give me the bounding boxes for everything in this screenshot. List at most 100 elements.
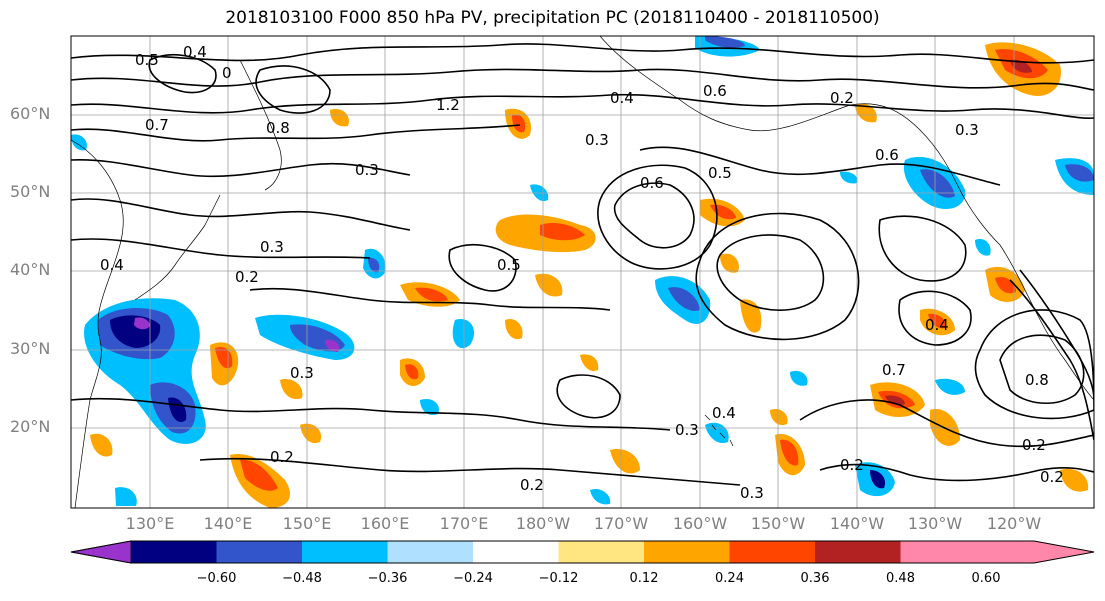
colorbar-bin — [216, 541, 302, 563]
precip-negative-area — [325, 339, 340, 352]
lon-label: 160°W — [672, 514, 728, 533]
precip-positive-area — [505, 319, 523, 340]
precip-negative-area — [368, 257, 380, 273]
contour-label: 0.6 — [703, 82, 727, 100]
contour-label: 0.2 — [270, 448, 294, 466]
pv-contour — [799, 399, 1094, 448]
precip-positive-area — [610, 449, 640, 474]
pv-contour — [249, 287, 611, 311]
precip-positive-area — [928, 313, 947, 329]
precip-positive-area — [535, 273, 563, 297]
precip-positive-area — [885, 395, 905, 406]
colorbar-tick-label: −0.12 — [538, 571, 579, 586]
pv-contour — [255, 65, 331, 114]
precip-negative-area — [134, 317, 150, 330]
map-title: 2018103100 F000 850 hPa PV, precipitatio… — [225, 8, 880, 28]
lat-label: 60°N — [10, 104, 51, 123]
pv-contour — [71, 68, 1094, 91]
pv-contour — [71, 397, 671, 431]
precip-shading — [71, 36, 1094, 508]
colorbar-extend-high — [900, 541, 1094, 563]
colorbar-tick-label: −0.36 — [367, 571, 408, 586]
precip-positive-area — [855, 103, 877, 123]
lon-label: 130°E — [125, 514, 175, 533]
lat-label: 40°N — [10, 260, 51, 279]
contour-label: 0.7 — [145, 116, 169, 134]
contour-label: 0.2 — [830, 89, 854, 107]
lon-label: 120°W — [986, 514, 1042, 533]
pv-contour — [613, 182, 695, 249]
contour-label: 0.3 — [355, 161, 379, 179]
precip-positive-area — [512, 114, 526, 133]
lat-label: 20°N — [10, 417, 51, 436]
colorbar-extend-low — [70, 540, 132, 564]
precip-negative-area — [935, 378, 965, 395]
colorbar-tick-label: 0.24 — [715, 571, 744, 586]
lon-label: 130°W — [907, 514, 963, 533]
contour-label: 0.5 — [497, 256, 521, 274]
contour-label: 0 — [222, 64, 232, 82]
colorbar-bin — [729, 541, 815, 563]
map-frame — [70, 35, 1095, 509]
pv-contour — [71, 124, 521, 142]
precip-negative-area — [420, 398, 439, 416]
pv-contour — [716, 234, 825, 311]
lon-label: 160°E — [360, 514, 410, 533]
precip-positive-area — [415, 287, 448, 302]
pv-contours — [71, 43, 1094, 486]
contour-label: 0.6 — [640, 174, 664, 192]
lon-label: 170°W — [593, 514, 649, 533]
contour-label: 0.2 — [235, 268, 259, 286]
pv-contour — [71, 158, 411, 178]
colorbar — [70, 540, 1095, 564]
contour-label: 0.3 — [290, 364, 314, 382]
coastline-hawaii — [704, 414, 734, 447]
contour-label: 0.6 — [875, 146, 899, 164]
precip-positive-area — [330, 109, 349, 127]
precip-positive-area — [1010, 59, 1032, 73]
precip-negative-area — [975, 239, 991, 256]
colorbar-bin — [131, 541, 217, 563]
pv-contour — [448, 244, 517, 292]
colorbar-bin — [644, 541, 730, 563]
contour-label: 0.4 — [100, 256, 124, 274]
pv-contour — [597, 164, 718, 270]
map-plot-area: 0.5 0.4 0 1.2 0.7 0.8 0.4 0.6 0.3 0.2 0.… — [71, 36, 1094, 508]
colorbar-tick-label: −0.24 — [453, 571, 493, 586]
contour-label: 0.4 — [925, 316, 949, 334]
lon-label: 150°E — [282, 514, 332, 533]
precip-negative-area — [590, 488, 611, 505]
lon-label: 170°E — [439, 514, 489, 533]
contour-label: 0.4 — [610, 89, 634, 107]
contour-label: 0.8 — [1025, 371, 1049, 389]
precip-negative-area — [870, 470, 886, 489]
pv-contour — [71, 43, 1094, 64]
precip-positive-area — [720, 253, 739, 273]
colorbar-bin — [558, 541, 644, 563]
contour-label: 0.8 — [266, 119, 290, 137]
colorbar-outline — [70, 540, 1095, 564]
precip-negative-area — [115, 487, 137, 506]
colorbar-tick-label: 0.48 — [886, 571, 915, 586]
lon-label: 140°W — [829, 514, 885, 533]
precip-positive-area — [240, 459, 278, 491]
colorbar-tick-label: 0.12 — [629, 571, 659, 586]
contour-label: 0.5 — [708, 164, 732, 182]
precip-positive-area — [405, 364, 419, 380]
precip-positive-area — [540, 223, 585, 241]
pv-contour — [1019, 269, 1094, 401]
coastline-asia — [71, 139, 124, 508]
contour-label: 0.3 — [585, 131, 609, 149]
colorbar-bin — [387, 541, 473, 563]
pv-contour — [819, 463, 1094, 482]
pv-contour — [556, 374, 621, 419]
precip-positive-area — [90, 433, 113, 457]
pv-contour — [71, 93, 1094, 119]
precip-positive-area — [280, 379, 303, 400]
colorbar-bin — [815, 541, 901, 563]
graticule — [71, 36, 1094, 508]
precip-negative-area — [790, 370, 808, 386]
contour-label: 0.2 — [520, 476, 544, 494]
lat-label: 30°N — [10, 339, 51, 358]
